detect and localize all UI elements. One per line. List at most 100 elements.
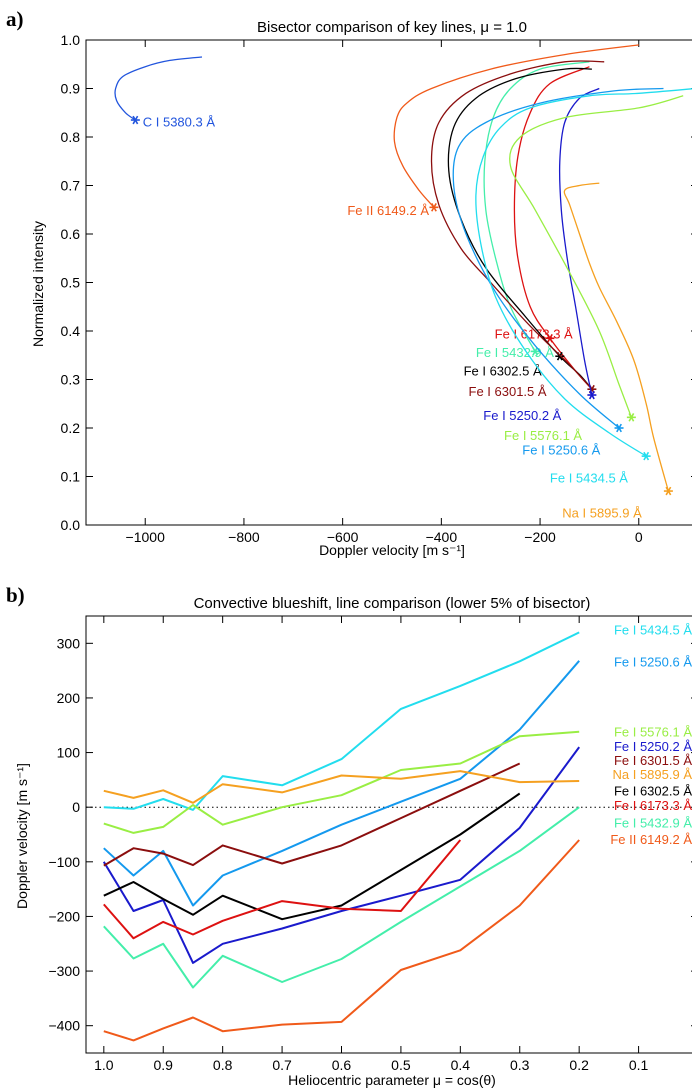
- marker-stroke: [546, 333, 553, 343]
- bisector-curve-fe-ii-6149-2: [393, 44, 639, 208]
- bisector-marker-na-i-5895-9: [663, 486, 673, 496]
- bisector-curve-fe-i-5250-6: [452, 87, 664, 429]
- y-tick-label: −100: [48, 854, 80, 870]
- series-label-fe-i-6302-5: Fe I 6302.5 Å: [614, 783, 692, 798]
- panel-b-y-axis-title: Doppler velocity [m s⁻¹]: [14, 763, 30, 909]
- marker-stroke: [556, 351, 563, 361]
- x-tick-label: 0.8: [213, 1057, 233, 1073]
- x-tick-label: 1.0: [94, 1057, 114, 1073]
- x-tick-label: 0.1: [629, 1057, 649, 1073]
- series-line-fe-ii-6149-2: [103, 839, 580, 1042]
- series-label-fe-ii-6149-2: Fe II 6149.2 Å: [610, 832, 692, 847]
- panel-b: b) Convective blueshift, line comparison…: [6, 583, 692, 1088]
- x-tick-label: −400: [426, 529, 458, 545]
- bisector-curve-fe-i-6301-5: [430, 60, 605, 390]
- panel-b-x-axis-title: Heliocentric parameter μ = cos(θ): [288, 1072, 496, 1088]
- panel-a-letter: a): [6, 7, 24, 31]
- panel-a: a) Bisector comparison of key lines, μ =…: [6, 7, 692, 558]
- y-tick-label: 200: [57, 690, 81, 706]
- marker-stroke: [532, 347, 539, 356]
- marker-stroke: [616, 423, 622, 433]
- series-line-fe-i-5250-6: [103, 660, 580, 907]
- panel-a-ticks: −1000 −800 −600 −400 −200 0 0.0 0.1 0.2 0.3 0.4 0.5…: [61, 32, 692, 545]
- y-tick-label: 0.0: [61, 517, 81, 533]
- x-tick-label: −200: [524, 529, 556, 545]
- y-tick-label: 0: [72, 799, 80, 815]
- x-tick-label: −1000: [126, 529, 166, 545]
- x-tick-label: 0.5: [391, 1057, 411, 1073]
- line-label-fe-i-5434-5: Fe I 5434.5 Å: [550, 470, 628, 485]
- y-tick-label: 100: [57, 745, 81, 761]
- bisector-marker-fe-i-5576-1: [626, 413, 636, 422]
- panel-b-plot-frame: [85, 615, 692, 1054]
- x-tick-label: −800: [228, 529, 260, 545]
- bisector-marker-fe-i-5434-5: [641, 451, 651, 461]
- y-tick-label: −300: [48, 963, 80, 979]
- bisector-marker-fe-i-5250-2: [587, 390, 597, 400]
- x-tick-label: 0.6: [332, 1057, 352, 1073]
- y-tick-label: 0.7: [61, 178, 81, 194]
- series-label-na-i-5895-9: Na I 5895.9 Å: [613, 767, 692, 782]
- y-tick-label: 0.9: [61, 81, 81, 97]
- line-label-fe-i-5432-9: Fe I 5432.9 Å: [476, 345, 554, 360]
- bisector-curve-fe-i-5250-2: [558, 87, 600, 396]
- y-tick-label: 300: [57, 635, 81, 651]
- bisector-curve-na-i-5895-9: [563, 182, 670, 492]
- series-label-fe-i-6173-3: Fe I 6173.3 Å: [614, 798, 692, 813]
- line-label-fe-i-5250-6: Fe I 5250.6 Å: [522, 442, 600, 457]
- y-tick-label: 0.5: [61, 275, 81, 291]
- series-line-fe-i-6301-5: [103, 762, 521, 867]
- marker-stroke: [628, 413, 635, 422]
- series-line-na-i-5895-9: [103, 770, 580, 804]
- panel-a-y-axis-title: Normalized intensity: [30, 221, 46, 347]
- series-label-fe-i-5434-5: Fe I 5434.5 Å: [614, 623, 692, 638]
- marker-stroke: [431, 203, 437, 212]
- bisector-curve-c-i-5380-3: [114, 56, 203, 121]
- y-tick-label: −400: [48, 1018, 80, 1034]
- series-label-fe-i-5250-2: Fe I 5250.2 Å: [614, 739, 692, 754]
- series-line-fe-i-6302-5: [103, 792, 521, 921]
- marker-stroke: [643, 451, 650, 461]
- panel-a-series: C I 5380.3 Å Fe II 6149.2 Å Fe I 6173.3 Å F…: [114, 44, 692, 520]
- series-label-fe-i-5250-6: Fe I 5250.6 Å: [614, 654, 692, 669]
- bisector-curve-fe-i-6173-3: [513, 66, 593, 390]
- panel-b-title: Convective blueshift, line comparison (l…: [194, 595, 591, 612]
- y-tick-label: 0.3: [61, 372, 81, 388]
- panel-b-series: Fe I 5434.5 ÅFe I 5250.6 ÅFe I 5576.1 ÅF…: [102, 623, 692, 1042]
- panel-a-x-axis-title: Doppler velocity [m s⁻¹]: [319, 542, 465, 558]
- marker-stroke: [588, 390, 595, 400]
- line-label-c-i-5380-3: C I 5380.3 Å: [143, 114, 216, 129]
- bisector-marker-fe-ii-6149-2: [429, 203, 439, 212]
- bisector-curve-fe-i-5576-1: [509, 95, 684, 418]
- series-label-fe-i-6301-5: Fe I 6301.5 Å: [614, 753, 692, 768]
- y-tick-label: 0.1: [61, 469, 81, 485]
- x-tick-label: 0.4: [451, 1057, 471, 1073]
- marker-stroke: [665, 486, 672, 496]
- line-label-fe-i-5576-1: Fe I 5576.1 Å: [504, 428, 582, 443]
- y-tick-label: 0.8: [61, 129, 81, 145]
- bisector-marker-fe-i-5432-9: [530, 347, 540, 356]
- x-tick-label: 0.7: [272, 1057, 292, 1073]
- series-label-fe-i-5576-1: Fe I 5576.1 Å: [614, 724, 692, 739]
- series-line-fe-i-5432-9: [103, 806, 580, 989]
- series-label-fe-i-5432-9: Fe I 5432.9 Å: [614, 816, 692, 831]
- x-tick-label: −600: [327, 529, 359, 545]
- y-tick-label: 0.4: [61, 323, 81, 339]
- series-line-fe-i-5434-5: [103, 631, 580, 811]
- bisector-marker-c-i-5380-3: [130, 115, 140, 125]
- marker-stroke: [132, 115, 139, 125]
- x-tick-label: 0.2: [569, 1057, 589, 1073]
- bisector-curve-fe-i-5434-5: [475, 88, 692, 457]
- series-line-fe-i-6173-3: [103, 839, 462, 940]
- series-line-fe-i-5250-2: [102, 746, 581, 964]
- line-label-fe-ii-6149-2: Fe II 6149.2 Å: [347, 203, 429, 218]
- y-tick-label: −200: [48, 908, 80, 924]
- y-tick-label: 0.6: [61, 226, 81, 242]
- x-tick-label: 0.3: [510, 1057, 530, 1073]
- bisector-marker-fe-i-5250-6: [614, 423, 624, 433]
- y-tick-label: 0.2: [61, 420, 81, 436]
- panel-b-letter: b): [6, 583, 25, 607]
- line-label-na-i-5895-9: Na I 5895.9 Å: [562, 505, 642, 520]
- x-tick-label: 0: [635, 529, 643, 545]
